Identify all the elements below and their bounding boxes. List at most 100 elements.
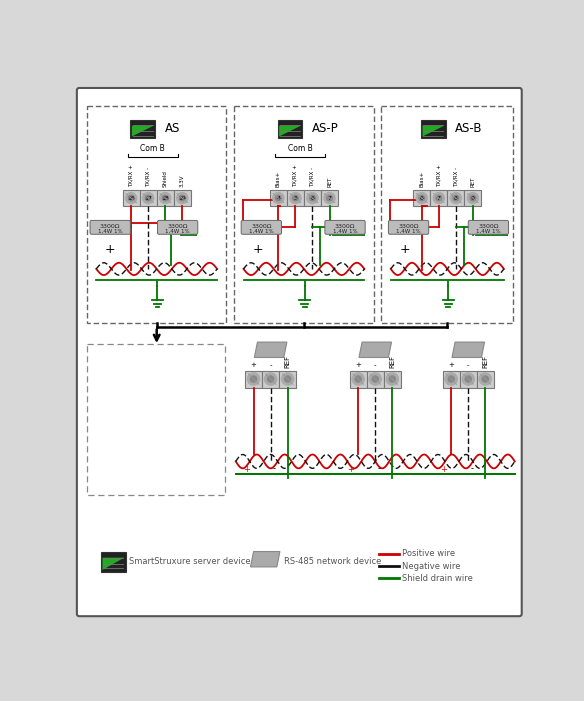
Circle shape — [479, 373, 492, 385]
Circle shape — [482, 376, 488, 382]
Circle shape — [265, 373, 277, 385]
Text: 8: 8 — [454, 196, 458, 200]
Circle shape — [307, 193, 318, 203]
FancyBboxPatch shape — [443, 371, 460, 388]
FancyBboxPatch shape — [304, 191, 321, 206]
FancyBboxPatch shape — [384, 371, 401, 388]
Text: 1,4W 1%: 1,4W 1% — [165, 229, 190, 233]
FancyBboxPatch shape — [460, 371, 477, 388]
Text: Shield drain wire: Shield drain wire — [402, 574, 472, 583]
Circle shape — [465, 376, 471, 382]
FancyBboxPatch shape — [381, 106, 513, 323]
Text: TX/RX +: TX/RX + — [128, 165, 134, 187]
Text: RS-485 network device: RS-485 network device — [284, 557, 381, 566]
Circle shape — [467, 193, 478, 203]
Text: AS-B: AS-B — [455, 122, 482, 135]
Text: 3300Ω: 3300Ω — [100, 224, 120, 229]
Circle shape — [436, 196, 442, 201]
FancyBboxPatch shape — [241, 220, 281, 234]
Text: TX/RX -: TX/RX - — [145, 167, 151, 187]
FancyBboxPatch shape — [413, 191, 430, 206]
Text: TX/RX +: TX/RX + — [293, 165, 298, 187]
Text: 17: 17 — [144, 196, 152, 200]
Polygon shape — [255, 342, 287, 358]
FancyBboxPatch shape — [287, 191, 304, 206]
Text: 9: 9 — [471, 196, 475, 200]
Circle shape — [448, 376, 454, 382]
Text: RET: RET — [470, 177, 475, 187]
Text: 6: 6 — [420, 196, 423, 200]
FancyBboxPatch shape — [77, 88, 522, 616]
Text: Bias+: Bias+ — [276, 171, 281, 187]
Polygon shape — [102, 558, 124, 570]
Text: TX/RX -: TX/RX - — [453, 167, 458, 187]
FancyBboxPatch shape — [468, 220, 509, 234]
Circle shape — [324, 193, 335, 203]
Text: 3300Ω: 3300Ω — [478, 224, 499, 229]
Circle shape — [462, 373, 474, 385]
Circle shape — [433, 193, 444, 203]
FancyBboxPatch shape — [388, 220, 429, 234]
Text: SmartStruxure server device: SmartStruxure server device — [129, 557, 251, 566]
FancyBboxPatch shape — [270, 191, 287, 206]
Text: +: + — [399, 243, 410, 256]
Text: 7: 7 — [437, 196, 441, 200]
Text: REF: REF — [482, 355, 488, 368]
FancyBboxPatch shape — [245, 371, 262, 388]
Text: -: - — [374, 362, 377, 368]
Text: 5: 5 — [294, 196, 297, 200]
Text: 16: 16 — [127, 196, 135, 200]
Circle shape — [369, 373, 381, 385]
Text: +: + — [105, 243, 116, 256]
Circle shape — [273, 193, 284, 203]
Text: +: + — [440, 465, 447, 474]
Circle shape — [145, 196, 151, 201]
Text: +: + — [252, 243, 263, 256]
Circle shape — [416, 193, 427, 203]
Circle shape — [276, 196, 281, 201]
Text: -: - — [378, 465, 381, 474]
Circle shape — [281, 373, 294, 385]
Polygon shape — [359, 342, 391, 358]
Circle shape — [284, 376, 291, 382]
Text: -: - — [471, 465, 474, 474]
Text: 7: 7 — [328, 196, 332, 200]
FancyBboxPatch shape — [140, 191, 157, 206]
Text: 1,4W 1%: 1,4W 1% — [98, 229, 123, 233]
Circle shape — [177, 193, 188, 203]
Text: 3300Ω: 3300Ω — [168, 224, 188, 229]
Text: 3.3V: 3.3V — [180, 175, 185, 187]
Text: Negative wire: Negative wire — [402, 562, 460, 571]
Text: 18: 18 — [161, 196, 169, 200]
FancyBboxPatch shape — [367, 371, 384, 388]
FancyBboxPatch shape — [174, 191, 191, 206]
Circle shape — [355, 376, 361, 382]
Circle shape — [293, 196, 298, 201]
Circle shape — [450, 193, 461, 203]
FancyBboxPatch shape — [464, 191, 481, 206]
Text: 3300Ω: 3300Ω — [398, 224, 419, 229]
Text: +: + — [449, 362, 454, 368]
Circle shape — [162, 196, 168, 201]
Circle shape — [352, 373, 364, 385]
FancyBboxPatch shape — [101, 552, 126, 571]
FancyBboxPatch shape — [447, 191, 464, 206]
Text: Com B: Com B — [288, 144, 312, 154]
Circle shape — [445, 373, 457, 385]
FancyBboxPatch shape — [90, 220, 130, 234]
Text: 3300Ω: 3300Ω — [335, 224, 355, 229]
Circle shape — [326, 196, 332, 201]
Text: -: - — [467, 362, 470, 368]
FancyBboxPatch shape — [477, 371, 494, 388]
Circle shape — [290, 193, 301, 203]
Text: Shield: Shield — [163, 170, 168, 187]
Circle shape — [470, 196, 476, 201]
Text: Positive wire: Positive wire — [402, 550, 455, 558]
Polygon shape — [279, 125, 301, 137]
FancyBboxPatch shape — [421, 120, 446, 138]
Text: +: + — [243, 465, 250, 474]
Circle shape — [267, 376, 274, 382]
Text: TX/RX +: TX/RX + — [436, 165, 442, 187]
Text: -: - — [273, 465, 276, 474]
Text: +: + — [347, 465, 354, 474]
